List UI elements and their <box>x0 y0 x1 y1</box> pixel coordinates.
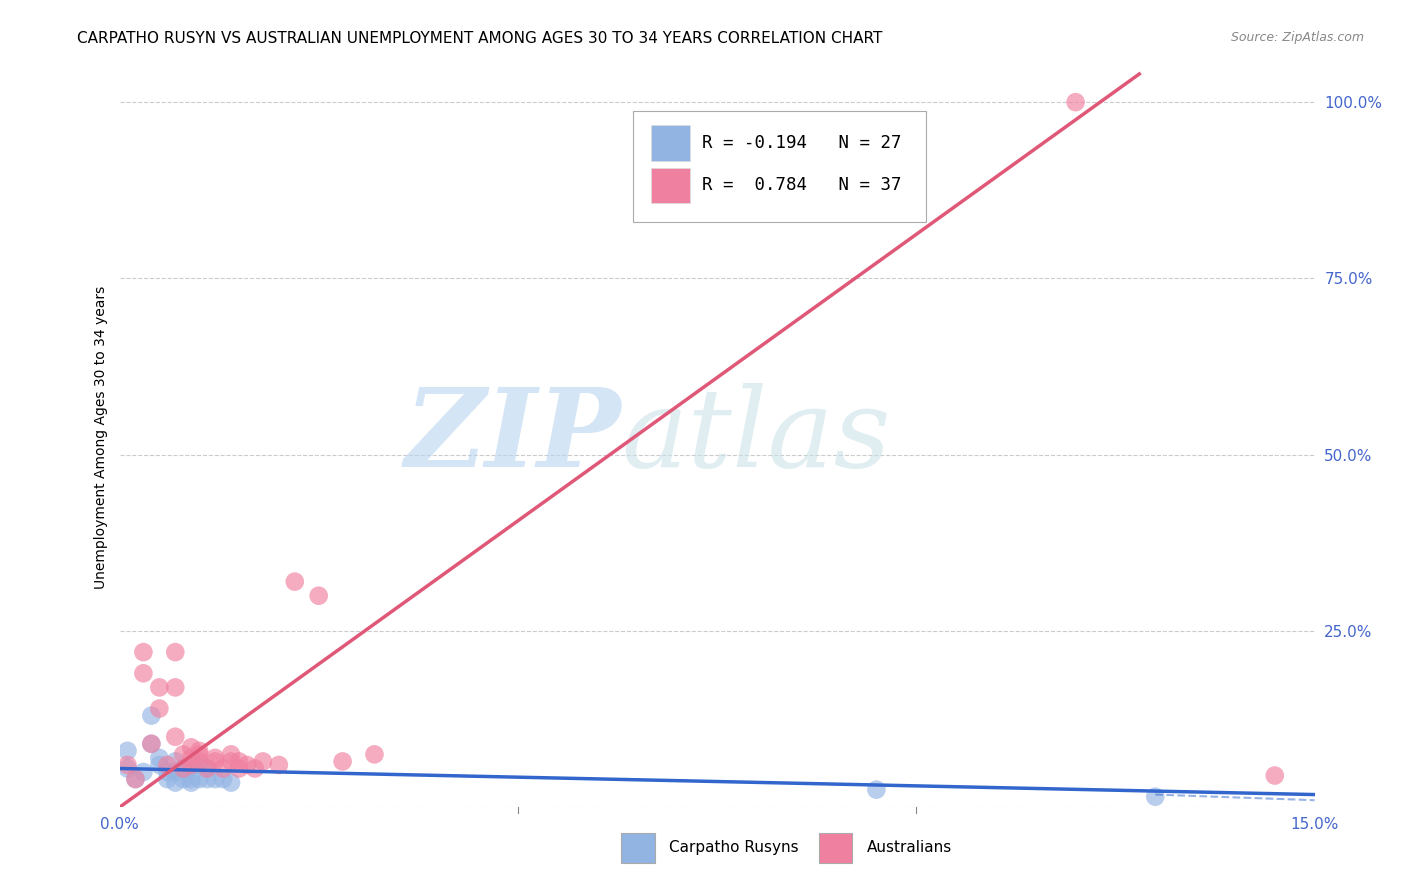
Point <box>865 782 887 797</box>
Text: R = -0.194   N = 27: R = -0.194 N = 27 <box>702 134 901 153</box>
Point <box>204 755 226 769</box>
Point <box>117 758 139 772</box>
Point <box>156 764 179 779</box>
Point <box>165 775 187 789</box>
Point <box>180 758 202 772</box>
Text: atlas: atlas <box>621 384 891 491</box>
Point <box>219 775 242 789</box>
Point <box>219 747 242 762</box>
Bar <box>651 168 689 203</box>
Point <box>228 755 250 769</box>
Point <box>124 772 146 786</box>
Point <box>180 758 202 772</box>
Point <box>132 764 155 779</box>
Y-axis label: Unemployment Among Ages 30 to 34 years: Unemployment Among Ages 30 to 34 years <box>94 285 108 589</box>
Point <box>1064 95 1087 110</box>
Bar <box>818 833 852 863</box>
Point <box>172 772 194 786</box>
Point <box>180 751 202 765</box>
Point <box>132 645 155 659</box>
Text: Australians: Australians <box>866 840 952 855</box>
Point <box>172 762 194 776</box>
Point <box>165 755 187 769</box>
Point <box>180 775 202 789</box>
Point <box>172 747 194 762</box>
Point <box>308 589 330 603</box>
Point <box>165 681 187 695</box>
Bar <box>621 833 655 863</box>
Point <box>332 755 354 769</box>
Point <box>188 744 211 758</box>
Point <box>284 574 307 589</box>
Text: Source: ZipAtlas.com: Source: ZipAtlas.com <box>1230 31 1364 45</box>
Point <box>204 772 226 786</box>
Point <box>165 730 187 744</box>
Point <box>132 666 155 681</box>
Point <box>165 645 187 659</box>
Point <box>156 758 179 772</box>
Point <box>148 681 170 695</box>
Point <box>180 740 202 755</box>
Point <box>148 758 170 772</box>
Point <box>141 737 163 751</box>
Point <box>195 762 218 776</box>
Point <box>363 747 385 762</box>
FancyBboxPatch shape <box>633 112 927 222</box>
Text: R =  0.784   N = 37: R = 0.784 N = 37 <box>702 177 901 194</box>
Point <box>117 762 139 776</box>
Text: Carpatho Rusyns: Carpatho Rusyns <box>669 840 799 855</box>
Point <box>219 755 242 769</box>
Point <box>148 751 170 765</box>
Bar <box>651 126 689 161</box>
Point <box>195 762 218 776</box>
Point <box>141 708 163 723</box>
Point <box>204 751 226 765</box>
Point <box>1264 768 1286 782</box>
Point <box>117 744 139 758</box>
Point <box>243 762 266 776</box>
Point <box>172 762 194 776</box>
Point <box>188 755 211 769</box>
Point <box>124 772 146 786</box>
Point <box>165 764 187 779</box>
Point <box>212 762 235 776</box>
Point <box>236 758 259 772</box>
Point <box>212 772 235 786</box>
Point <box>267 758 290 772</box>
Point <box>188 747 211 762</box>
Point <box>156 772 179 786</box>
Text: ZIP: ZIP <box>405 384 621 491</box>
Text: CARPATHO RUSYN VS AUSTRALIAN UNEMPLOYMENT AMONG AGES 30 TO 34 YEARS CORRELATION : CARPATHO RUSYN VS AUSTRALIAN UNEMPLOYMEN… <box>77 31 883 46</box>
Point <box>228 762 250 776</box>
Point <box>141 737 163 751</box>
Point <box>148 701 170 715</box>
Point <box>180 772 202 786</box>
Point <box>1144 789 1167 804</box>
Point <box>188 772 211 786</box>
Point <box>188 758 211 772</box>
Point <box>195 772 218 786</box>
Point <box>252 755 274 769</box>
